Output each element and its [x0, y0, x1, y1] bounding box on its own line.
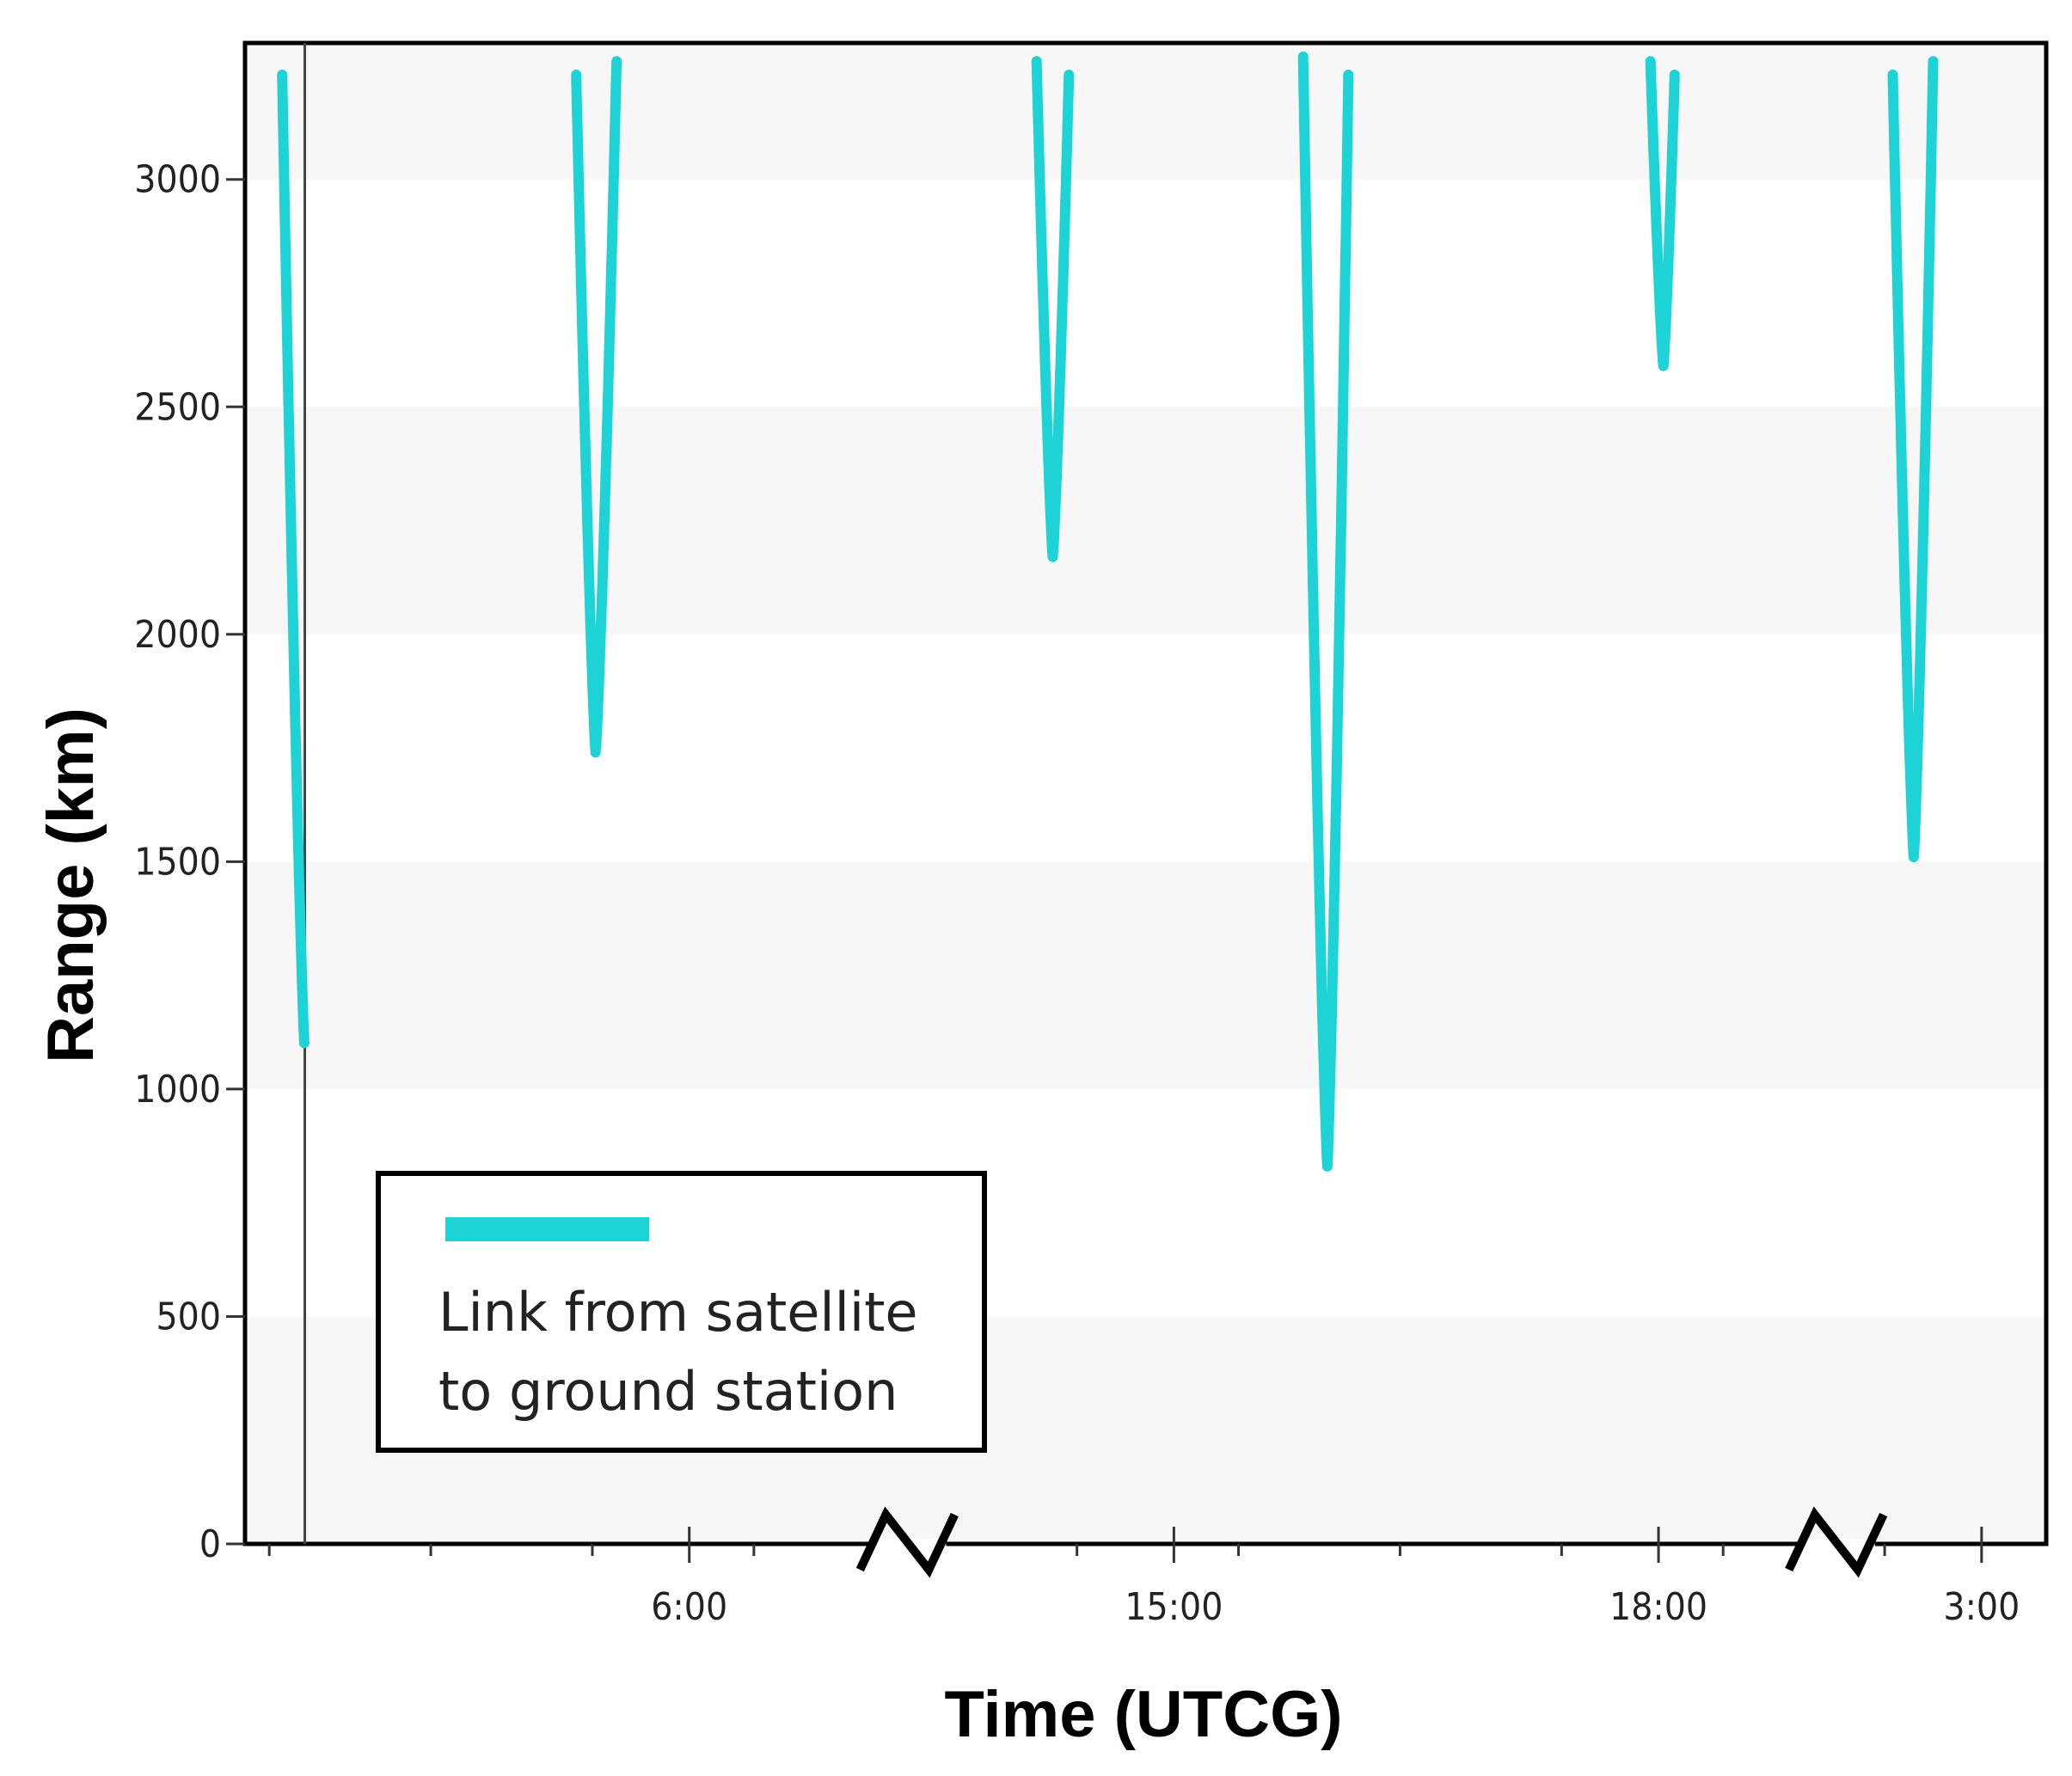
axis-break-mark [1785, 1506, 1888, 1578]
pass-curve [1887, 56, 1939, 863]
plot-frame [242, 40, 2049, 1546]
pass-curve [1645, 56, 1680, 371]
y-tick-label: 3000 [134, 158, 221, 202]
x-axis: 6:00 15:00 18:00 3:00 [267, 1527, 2020, 1629]
pass-curve [571, 56, 622, 758]
y-axis: 0 500 1000 1500 2000 2500 3000 [134, 158, 245, 1566]
grid-band [245, 407, 2046, 634]
y-tick-label: 1000 [134, 1068, 221, 1112]
legend-label-line-1: Link from satellite [438, 1281, 918, 1344]
y-tick-label: 2000 [134, 613, 221, 657]
x-tick-label: 15:00 [1125, 1585, 1223, 1629]
legend-label-line-2: to ground station [438, 1360, 898, 1423]
pass-curve [1031, 56, 1075, 562]
grid-band [245, 43, 2046, 180]
grid-bands [245, 43, 2046, 1544]
y-tick-label: 500 [156, 1295, 221, 1338]
axis-breaks [855, 1506, 1888, 1578]
x-tick-label: 6:00 [651, 1585, 727, 1629]
x-tick-label: 3:00 [1943, 1585, 2020, 1629]
y-tick-label: 0 [199, 1522, 221, 1566]
x-tick-label: 18:00 [1609, 1585, 1707, 1629]
y-tick-label: 1500 [134, 840, 221, 884]
axis-break-mark [855, 1506, 959, 1578]
grid-band [245, 861, 2046, 1089]
y-axis-title: Range (km) [34, 707, 107, 1063]
pass-curve [1297, 51, 1354, 1172]
legend: Link from satellite to ground station [376, 1171, 987, 1453]
y-tick-label: 2500 [134, 385, 221, 429]
pass-curve [277, 70, 310, 1049]
series-link [277, 51, 1939, 1172]
x-axis-title: Time (UTCG) [944, 1678, 1342, 1751]
